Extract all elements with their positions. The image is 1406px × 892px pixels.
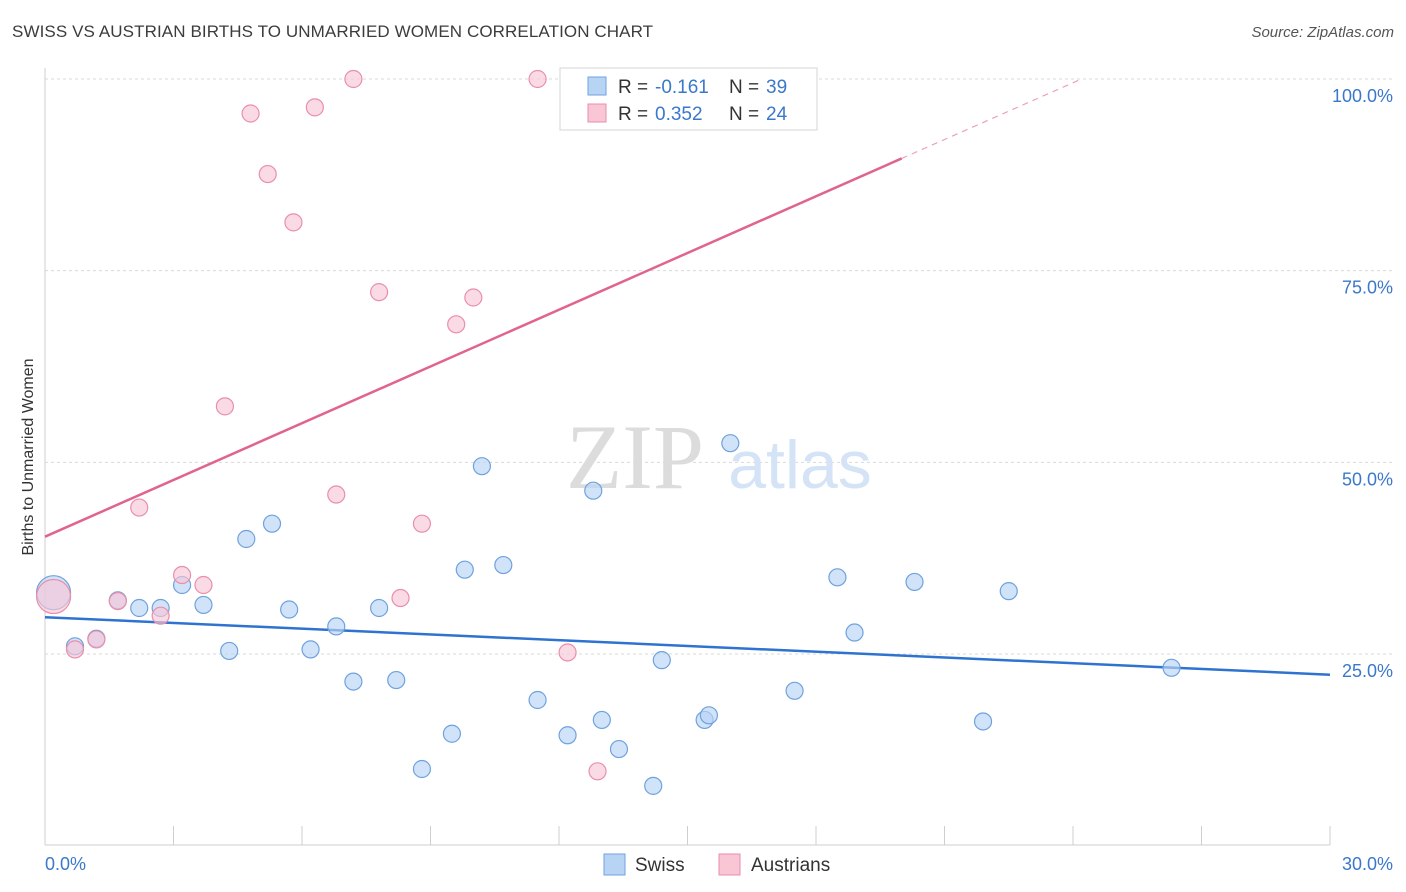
point-swiss-12 (301, 640, 320, 659)
point-swiss-33 (828, 568, 847, 587)
gridlines (45, 78, 1392, 655)
y-tick-label-75: 75.0% (1342, 278, 1393, 298)
point-swiss-35 (905, 572, 924, 592)
point-swiss-23 (558, 726, 577, 745)
point-austrian-13 (327, 485, 346, 504)
watermark-atlas: atlas (728, 427, 872, 503)
legend-bottom-swatch-swiss (603, 853, 626, 876)
point-austrian-21 (558, 643, 577, 662)
point-austrian-16 (391, 588, 410, 608)
x-tick-label-30: 30.0% (1342, 854, 1393, 874)
legend-austrian-n-value: 24 (766, 104, 788, 125)
legend-swatch-austrian (587, 103, 607, 123)
point-swiss-31 (721, 434, 740, 453)
legend-swatch-swiss (587, 76, 607, 96)
point-austrian-17 (412, 514, 432, 533)
point-swiss-30 (699, 706, 719, 725)
trendline-swiss (44, 615, 1331, 676)
point-austrian-3 (108, 591, 127, 611)
point-austrian-2 (87, 630, 106, 649)
point-swiss-32 (785, 681, 804, 700)
point-swiss-19 (455, 560, 474, 579)
point-austrian-18 (447, 315, 466, 334)
point-swiss-38 (1162, 658, 1181, 677)
trendline-austrian (44, 157, 903, 538)
point-austrian-1 (65, 640, 85, 659)
point-swiss-27 (644, 776, 663, 795)
watermark: ZIP atlas (566, 406, 872, 508)
point-swiss-22 (528, 690, 547, 710)
point-austrian-5 (151, 606, 170, 625)
point-swiss-7 (194, 595, 213, 615)
point-swiss-16 (387, 670, 406, 690)
point-austrian-11 (284, 213, 303, 232)
point-swiss-11 (280, 600, 299, 619)
y-tick-label-50: 50.0% (1342, 469, 1393, 489)
point-swiss-9 (237, 529, 256, 549)
legend-swiss-n-value: 39 (766, 77, 787, 98)
point-austrian-6 (172, 565, 192, 585)
point-swiss-10 (262, 514, 282, 533)
legend-swiss-n-label: N = (729, 77, 764, 98)
point-austrian-7 (194, 575, 213, 595)
legend-bottom-label-austrian: Austrians (751, 855, 830, 876)
point-austrian-14 (344, 69, 363, 89)
chart-title: SWISS VS AUSTRIAN BIRTHS TO UNMARRIED WO… (12, 22, 654, 41)
point-swiss-14 (344, 672, 363, 691)
point-austrian-10 (258, 164, 277, 184)
point-swiss-36 (973, 712, 993, 731)
legend-stats: R = -0.161 N = 39 R = 0.352 N = 24 (559, 67, 818, 131)
y-tick-label-25: 25.0% (1342, 661, 1393, 681)
legend-austrian-r-label: R = (618, 104, 653, 125)
point-swiss-21 (494, 555, 513, 575)
trendline-austrian-extension (901, 78, 1082, 159)
point-austrian-9 (241, 104, 260, 123)
point-austrian-22 (588, 762, 607, 781)
legend-bottom-label-swiss: Swiss (635, 855, 685, 876)
point-austrian-15 (370, 283, 389, 302)
point-swiss-8 (220, 641, 239, 661)
legend-bottom-swatch-austrian (718, 853, 741, 876)
point-austrian-8 (215, 397, 234, 416)
x-tick-label-0: 0.0% (45, 854, 86, 874)
point-swiss-13 (327, 617, 346, 636)
point-austrian-19 (464, 288, 483, 307)
point-swiss-17 (412, 759, 432, 779)
y-tick-label-100: 100.0% (1332, 86, 1393, 106)
point-swiss-25 (592, 710, 611, 730)
point-swiss-37 (999, 582, 1018, 601)
point-swiss-4 (130, 598, 149, 618)
legend-austrian-r-value: 0.352 (655, 104, 703, 125)
point-swiss-15 (370, 598, 389, 618)
trendlines (44, 78, 1331, 676)
x-tick-labels: 0.0% 30.0% (45, 854, 1393, 874)
legend-swiss-r-label: R = (618, 77, 653, 98)
point-austrian-0 (35, 578, 72, 615)
legend-swiss-r-value: -0.161 (655, 77, 709, 98)
y-axis-label: Births to Unmarried Women (20, 358, 37, 555)
point-austrian-12 (305, 98, 324, 117)
point-swiss-34 (845, 623, 864, 642)
point-swiss-28 (652, 651, 671, 670)
point-swiss-20 (472, 457, 491, 476)
legend-austrian-n-label: N = (729, 104, 764, 125)
point-austrian-4 (130, 498, 149, 517)
point-swiss-26 (609, 739, 629, 759)
x-ticks (44, 826, 1331, 845)
point-swiss-18 (442, 724, 462, 743)
y-tick-labels: 25.0% 50.0% 75.0% 100.0% (1332, 86, 1393, 681)
point-swiss-24 (584, 481, 603, 500)
point-austrian-20 (528, 69, 547, 89)
legend-series: Swiss Austrians (603, 853, 830, 876)
source-credit: Source: ZipAtlas.com (1251, 24, 1394, 41)
